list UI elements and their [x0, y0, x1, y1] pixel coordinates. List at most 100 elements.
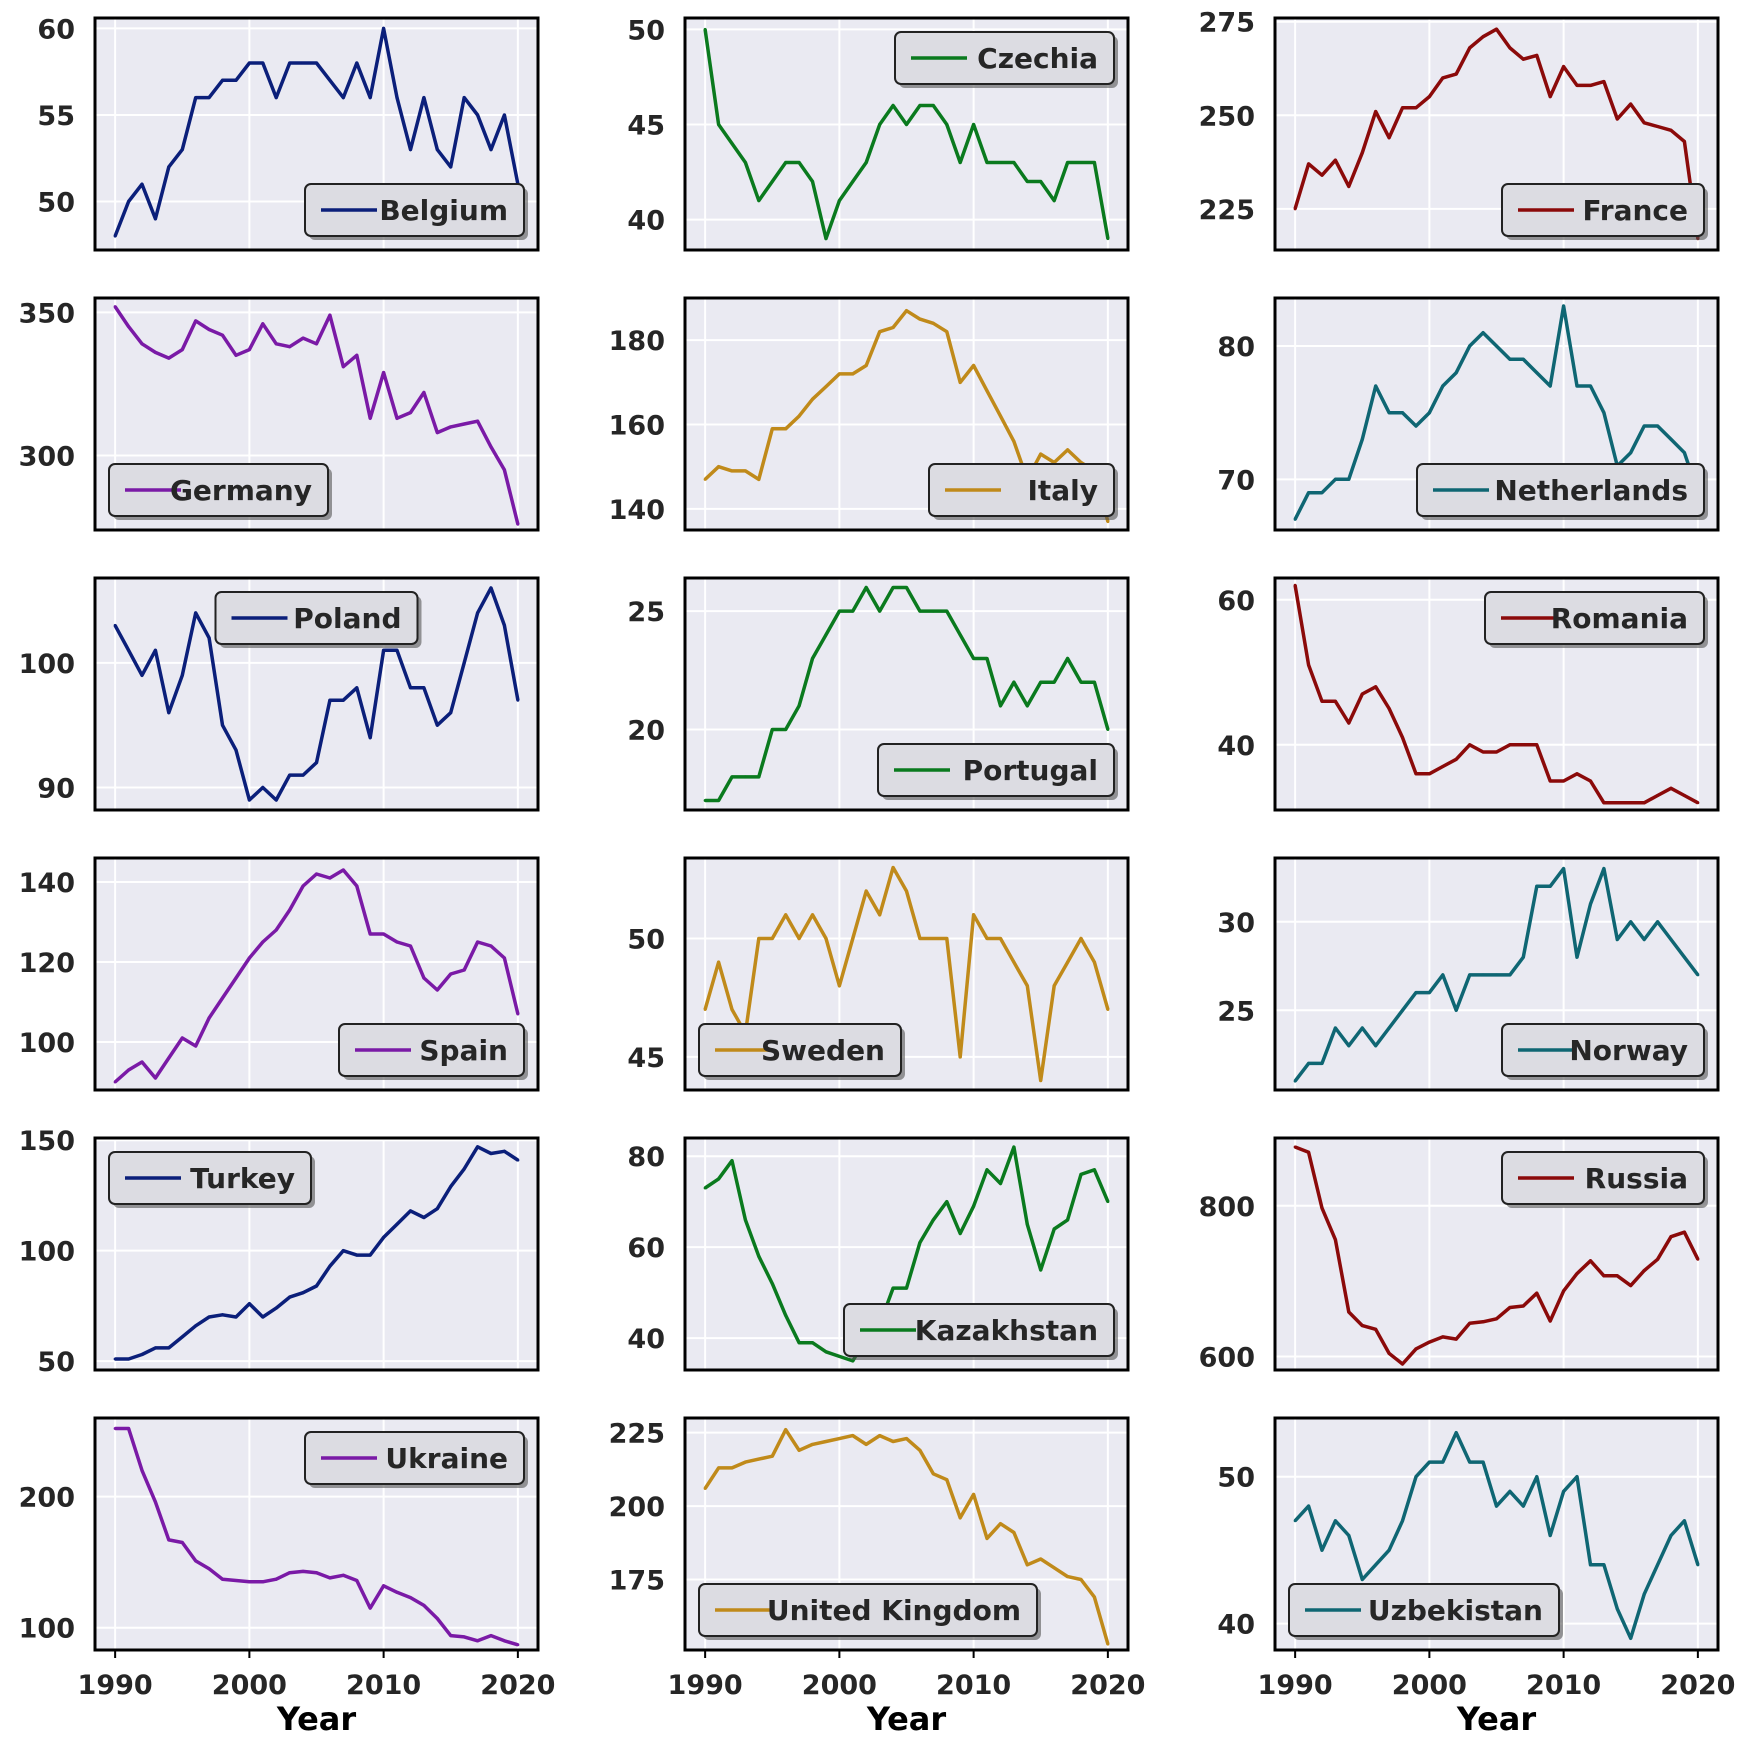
- data-point: [824, 385, 828, 389]
- data-point: [368, 96, 372, 100]
- data-point: [1066, 161, 1070, 165]
- data-point: [1427, 772, 1431, 776]
- panel-ukraine: 100 200 1990 2000 2010 2020 Year Ukraine: [19, 1416, 555, 1738]
- data-point: [958, 1232, 962, 1236]
- data-point: [247, 348, 251, 352]
- data-point: [837, 984, 841, 988]
- data-point: [382, 1235, 386, 1239]
- data-point: [1414, 1347, 1418, 1351]
- data-point: [516, 1158, 520, 1162]
- data-point: [476, 940, 480, 944]
- legend: Norway: [1501, 1023, 1708, 1080]
- data-point: [1012, 960, 1016, 964]
- data-point: [891, 1286, 895, 1290]
- data-point: [1548, 884, 1552, 888]
- y-tick-label: 140: [19, 868, 75, 899]
- data-point: [918, 609, 922, 613]
- data-point: [1669, 437, 1673, 441]
- data-point: [1374, 110, 1378, 114]
- data-point: [717, 465, 721, 469]
- data-point: [395, 416, 399, 420]
- x-axis-label: Year: [276, 1700, 357, 1738]
- data-point: [918, 1448, 922, 1452]
- data-point: [1562, 867, 1566, 871]
- data-point: [489, 148, 493, 152]
- data-point: [1360, 1578, 1364, 1582]
- x-axis-label: Year: [866, 1700, 947, 1738]
- data-point: [435, 1617, 439, 1621]
- data-point: [1669, 1533, 1673, 1537]
- y-tick-label: 60: [37, 14, 75, 45]
- data-point: [247, 1302, 251, 1306]
- data-point: [891, 585, 895, 589]
- data-point: [315, 872, 318, 876]
- data-point: [1481, 1460, 1485, 1464]
- data-point: [476, 1145, 480, 1149]
- data-point: [1293, 1145, 1297, 1149]
- data-point: [140, 1353, 144, 1357]
- data-point: [1508, 973, 1512, 977]
- data-point: [1347, 184, 1351, 188]
- data-point: [851, 180, 855, 184]
- data-point: [422, 391, 426, 395]
- data-point: [368, 736, 372, 740]
- data-point: [972, 656, 976, 660]
- legend-box: [698, 1583, 1038, 1637]
- data-point: [1039, 452, 1043, 456]
- legend-label: Portugal: [963, 754, 1098, 787]
- data-point: [1387, 411, 1391, 415]
- panel-czechia: 40 45 50 Czechia: [627, 15, 1130, 252]
- y-tick-label: 300: [19, 442, 75, 473]
- data-point: [1521, 743, 1525, 747]
- data-point: [1548, 1319, 1552, 1323]
- data-point: [288, 908, 292, 912]
- data-point: [1454, 1431, 1458, 1435]
- data-point: [1401, 411, 1405, 415]
- data-point: [1656, 794, 1660, 797]
- y-tick-label: 40: [627, 206, 665, 237]
- data-point: [1481, 1320, 1485, 1324]
- data-point: [1079, 161, 1083, 165]
- data-point: [703, 1186, 707, 1190]
- data-point: [1441, 765, 1445, 768]
- data-point: [127, 1068, 131, 1072]
- data-point: [1548, 384, 1552, 388]
- data-point: [516, 1012, 520, 1016]
- data-point: [770, 936, 774, 940]
- data-point: [851, 372, 855, 376]
- y-tick-label: 225: [609, 1419, 665, 1450]
- data-point: [811, 1341, 815, 1345]
- data-point: [1588, 779, 1592, 783]
- data-point: [489, 1634, 493, 1638]
- data-point: [1320, 491, 1324, 495]
- legend: Germany: [108, 463, 332, 520]
- data-point: [1575, 1272, 1579, 1276]
- data-point: [1615, 937, 1619, 941]
- y-tick-label: 600: [1199, 1342, 1255, 1373]
- data-point: [476, 1639, 480, 1643]
- legend-box: [1416, 463, 1705, 517]
- data-point: [824, 633, 828, 637]
- data-point: [1602, 1274, 1606, 1278]
- data-point: [167, 165, 171, 169]
- data-point: [207, 328, 211, 332]
- data-point: [261, 322, 265, 326]
- y-tick-label: 40: [627, 1324, 665, 1355]
- legend: Turkey: [108, 1151, 315, 1208]
- plot-frame: [1273, 1136, 1720, 1372]
- data-point: [1508, 743, 1512, 747]
- data-point: [1508, 1489, 1512, 1493]
- legend-label: Sweden: [761, 1034, 885, 1067]
- data-point: [931, 609, 935, 613]
- data-point: [194, 319, 198, 323]
- data-point: [743, 161, 747, 165]
- data-point: [797, 161, 801, 165]
- data-point: [301, 884, 305, 888]
- y-tick-label: 90: [37, 774, 75, 805]
- data-point: [1066, 960, 1070, 964]
- x-tick-label: 2000: [212, 1670, 287, 1701]
- y-tick-label: 80: [1217, 332, 1255, 363]
- data-point: [998, 414, 1002, 418]
- data-point: [1025, 984, 1029, 988]
- panel-romania: 40 60 Romania: [1217, 576, 1720, 812]
